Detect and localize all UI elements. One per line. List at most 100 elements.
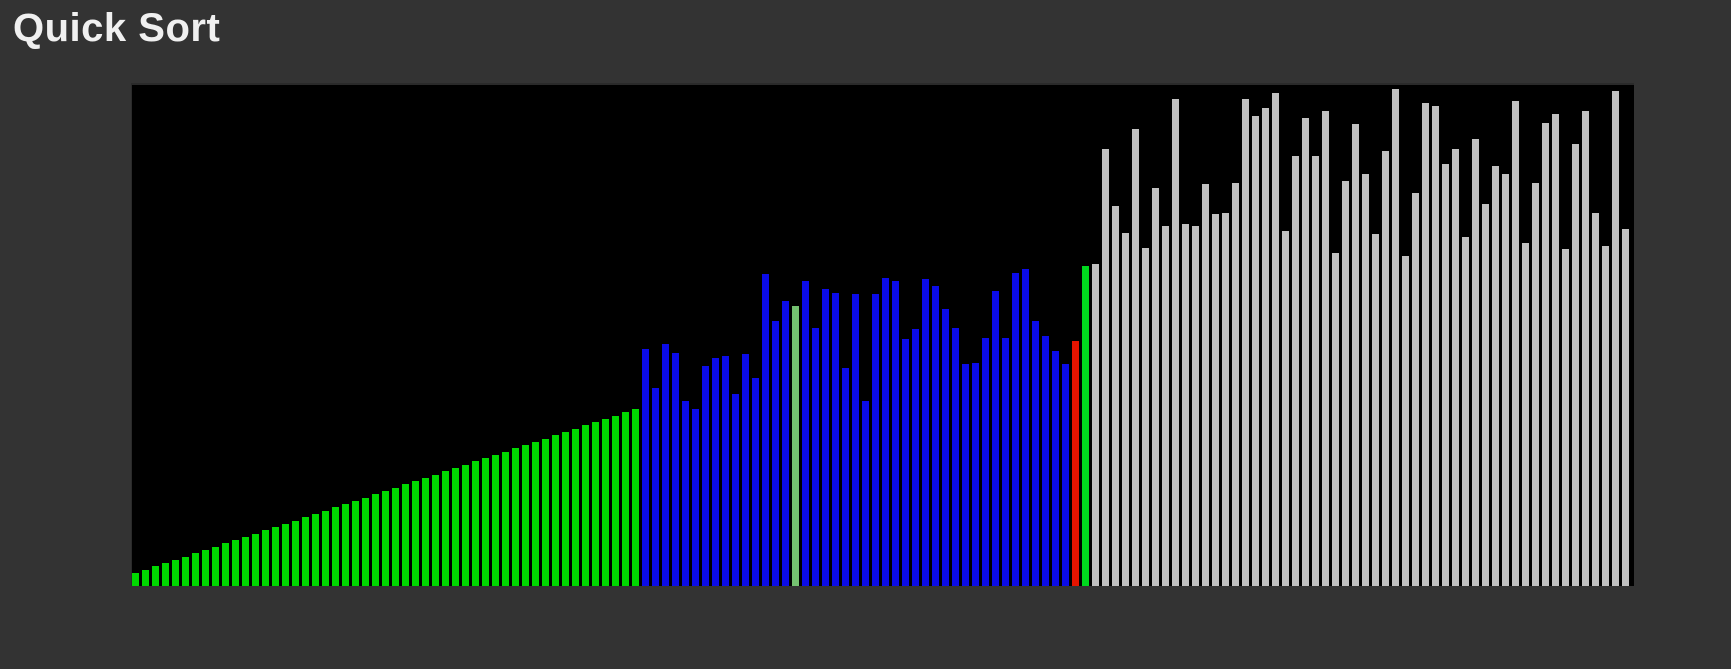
- bar: [552, 435, 559, 586]
- bar: [1112, 206, 1119, 586]
- bar: [1462, 237, 1469, 586]
- bar: [1542, 123, 1549, 586]
- bar: [702, 366, 709, 586]
- bar: [782, 301, 789, 586]
- bar: [842, 368, 849, 586]
- bar: [1482, 204, 1489, 586]
- bar: [1262, 108, 1269, 586]
- bar: [1362, 174, 1369, 586]
- bar: [822, 289, 829, 586]
- bar: [1222, 213, 1229, 586]
- bar: [542, 439, 549, 586]
- bar: [522, 445, 529, 586]
- bar: [1442, 164, 1449, 586]
- bar: [1592, 213, 1599, 586]
- bar: [352, 501, 359, 586]
- bar: [922, 279, 929, 586]
- bar: [962, 364, 969, 586]
- bar: [1322, 111, 1329, 586]
- bar: [1422, 103, 1429, 586]
- bar: [532, 442, 539, 586]
- bar: [362, 498, 369, 586]
- bar: [422, 478, 429, 586]
- bar: [1242, 99, 1249, 586]
- bar: [632, 409, 639, 586]
- bar: [732, 394, 739, 586]
- bar: [1162, 226, 1169, 586]
- bar: [1522, 243, 1529, 586]
- bar: [252, 534, 259, 586]
- bar: [1052, 351, 1059, 586]
- bar: [262, 530, 269, 586]
- bar: [1302, 118, 1309, 586]
- bar: [1132, 129, 1139, 586]
- bar: [162, 563, 169, 586]
- bar: [622, 412, 629, 586]
- bar: [1142, 248, 1149, 586]
- bar: [1072, 341, 1079, 586]
- bar: [582, 425, 589, 586]
- bar: [132, 573, 139, 586]
- bar: [1382, 151, 1389, 586]
- bar: [1232, 183, 1239, 586]
- bar: [462, 465, 469, 586]
- bar: [1122, 233, 1129, 586]
- sort-canvas: [131, 83, 1634, 586]
- bar: [312, 514, 319, 586]
- bar: [292, 521, 299, 586]
- bar: [1622, 229, 1629, 586]
- bar: [772, 321, 779, 586]
- bar: [742, 354, 749, 586]
- bar: [242, 537, 249, 586]
- bar: [1572, 144, 1579, 586]
- bar: [662, 344, 669, 586]
- bar: [952, 328, 959, 586]
- bar: [382, 491, 389, 586]
- bar: [1432, 106, 1439, 586]
- bar: [1472, 139, 1479, 586]
- bar: [912, 329, 919, 586]
- bar: [1452, 149, 1459, 586]
- bar: [1292, 156, 1299, 586]
- bar: [592, 422, 599, 586]
- bar: [932, 286, 939, 586]
- bar: [1552, 114, 1559, 586]
- bar: [1192, 226, 1199, 586]
- bar: [192, 553, 199, 586]
- bar: [472, 461, 479, 586]
- bar: [1612, 91, 1619, 586]
- bar: [412, 481, 419, 586]
- bar: [442, 471, 449, 586]
- bar: [202, 550, 209, 586]
- bar: [1342, 181, 1349, 586]
- bar: [852, 294, 859, 586]
- bar: [492, 455, 499, 586]
- bar: [832, 293, 839, 586]
- bar: [1602, 246, 1609, 586]
- bar: [1212, 214, 1219, 586]
- bar: [1312, 156, 1319, 586]
- bar: [682, 401, 689, 586]
- bar: [152, 566, 159, 586]
- bar: [1402, 256, 1409, 586]
- bar: [602, 419, 609, 586]
- bar: [1392, 89, 1399, 586]
- bar: [862, 401, 869, 586]
- bar: [1412, 193, 1419, 586]
- bar: [712, 358, 719, 586]
- bar: [802, 281, 809, 586]
- bar: [652, 388, 659, 586]
- bar: [642, 349, 649, 586]
- bar: [1062, 364, 1069, 586]
- bar: [322, 511, 329, 586]
- bar: [392, 488, 399, 586]
- bar: [1002, 338, 1009, 586]
- bar: [402, 484, 409, 586]
- bar: [612, 416, 619, 586]
- bar: [1352, 124, 1359, 586]
- bar: [1562, 249, 1569, 586]
- bar: [1182, 224, 1189, 586]
- bar: [752, 378, 759, 586]
- bar: [982, 338, 989, 586]
